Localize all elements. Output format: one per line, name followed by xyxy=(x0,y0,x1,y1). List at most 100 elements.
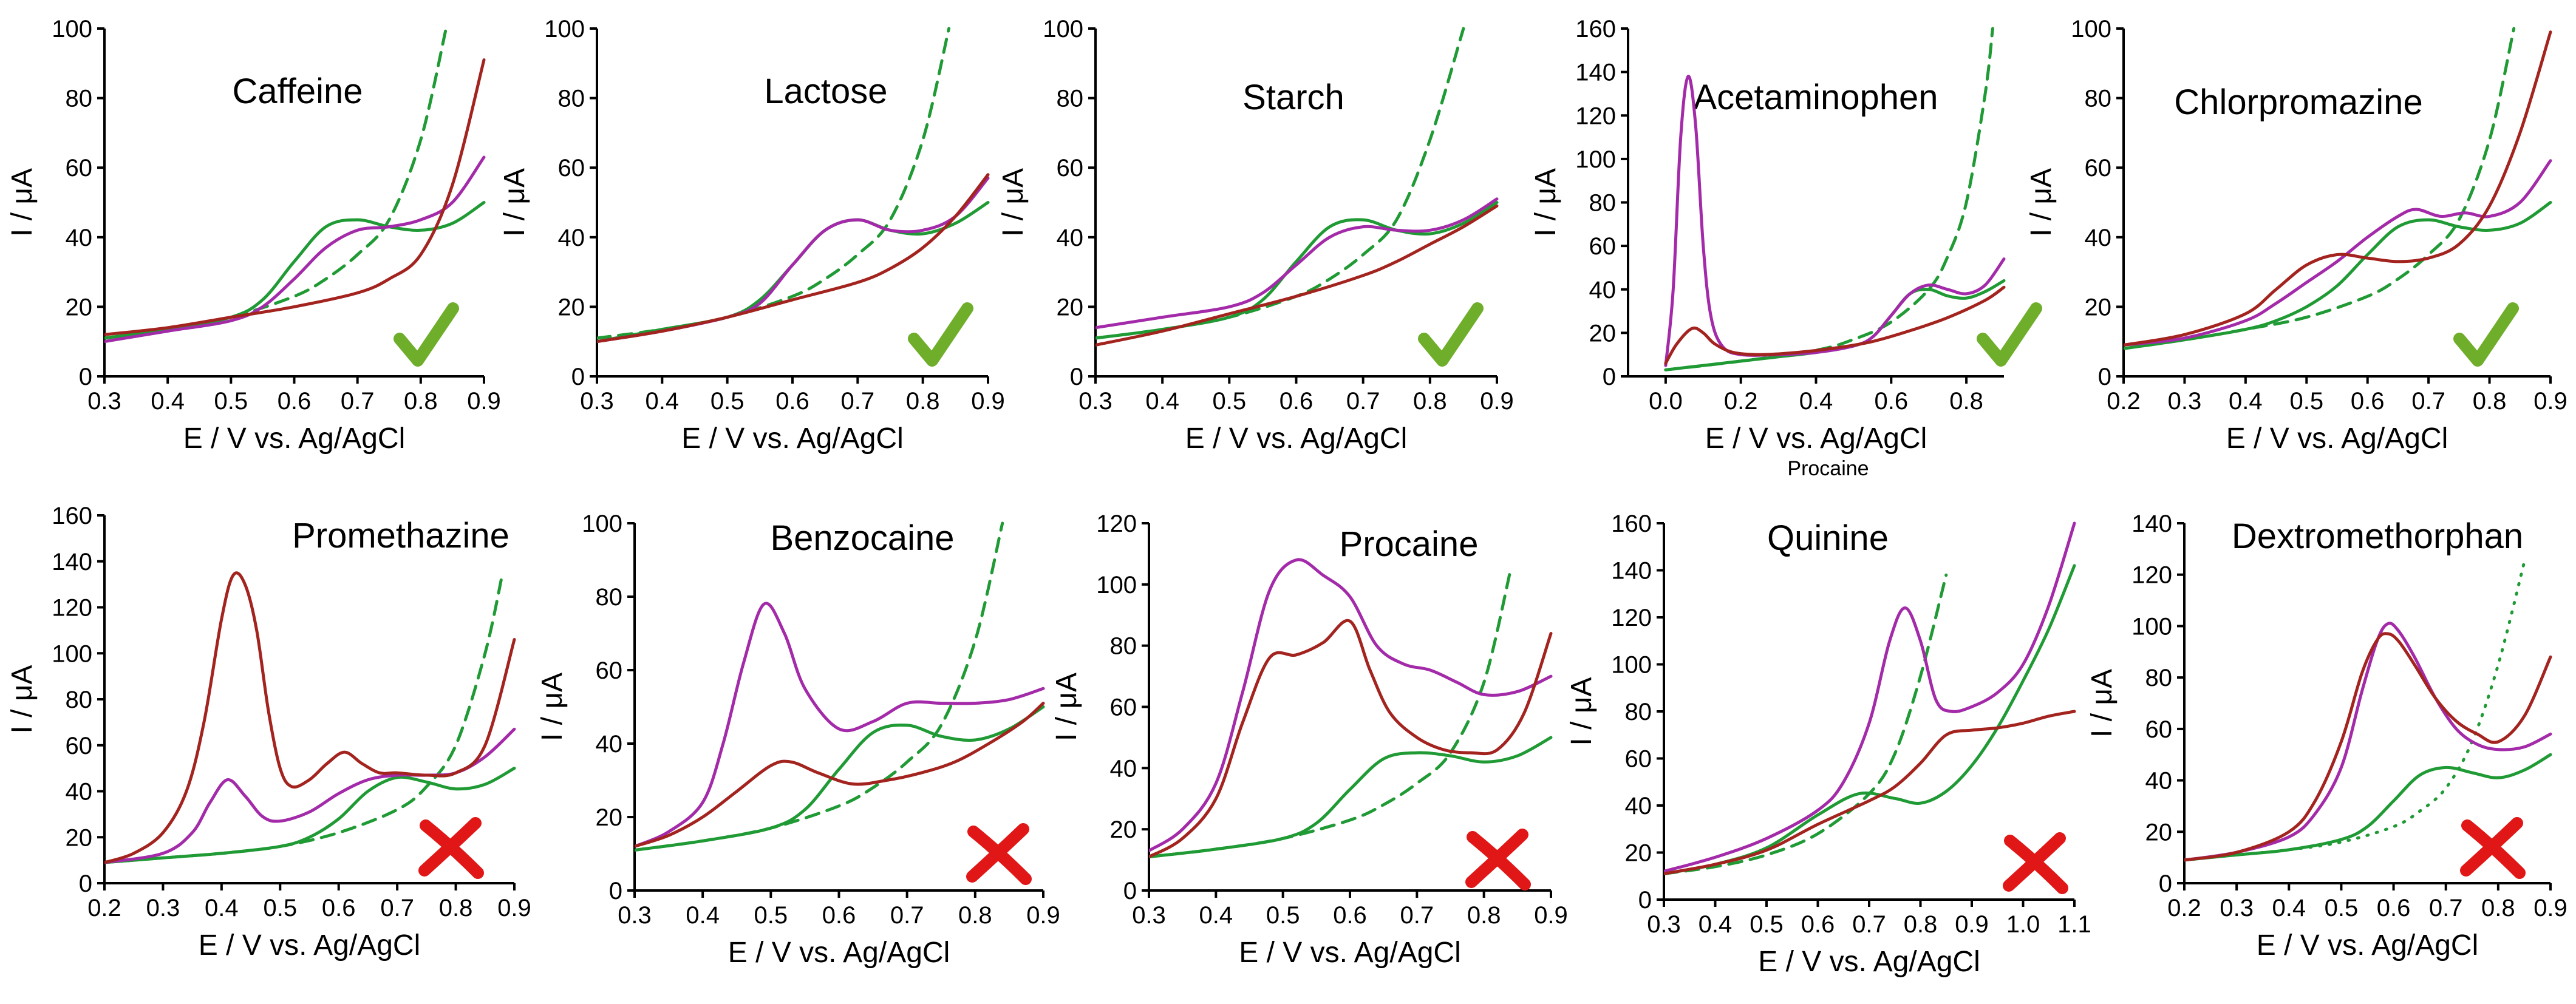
x-tick-label: 0.5 xyxy=(710,388,745,415)
y-tick-label: 160 xyxy=(1575,16,1616,42)
chart-title: Benzocaine xyxy=(770,518,954,558)
chart-dextromethorphan: 0.2 0.3 0.4 0.5 0.6 0.7 0.8 0.9 0 20 40 60 80 100 120 1… xyxy=(2086,510,2567,962)
x-tick-label: 0.8 xyxy=(1949,388,1983,415)
y-tick-label: 20 xyxy=(1110,816,1137,843)
x-tick-label: 0.7 xyxy=(1852,911,1886,938)
y-tick-label: 60 xyxy=(66,733,93,759)
series-purple xyxy=(1664,75,2006,367)
x-tick-label: 0.5 xyxy=(1750,911,1784,938)
series-red xyxy=(1095,204,1499,347)
x-tick-label: 0.5 xyxy=(214,388,248,415)
y-tick-label: 20 xyxy=(1589,320,1617,347)
x-tick-label: 0.4 xyxy=(686,902,720,929)
x-tick-label: 1.0 xyxy=(2006,911,2040,938)
series-green-dashed xyxy=(597,27,951,340)
x-tick-label: 0.4 xyxy=(205,895,239,921)
y-tick-label: 100 xyxy=(2131,613,2172,640)
y-tick-label: 100 xyxy=(1611,652,1652,679)
y-tick-label: 80 xyxy=(596,584,623,611)
x-tick-label: 0.3 xyxy=(2168,388,2202,415)
y-tick-label: 20 xyxy=(1625,840,1652,867)
y-tick-label: 60 xyxy=(1057,155,1084,181)
x-tick-label: 0.0 xyxy=(1649,388,1683,415)
x-tick-label: 0.3 xyxy=(87,388,121,415)
series-green xyxy=(597,201,990,344)
series-group xyxy=(1149,558,1553,858)
series-purple xyxy=(1149,558,1553,852)
y-tick-label: 80 xyxy=(1625,699,1652,725)
x-tick-label: 0.2 xyxy=(1724,388,1758,415)
chart-title: Promethazine xyxy=(292,516,509,555)
chart-lactose: 0.3 0.4 0.5 0.6 0.7 0.8 0.9 0 20 40 60 80 100 E / V v… xyxy=(499,16,1005,455)
series-group xyxy=(2184,560,2552,862)
x-tick-label: 0.4 xyxy=(2229,388,2263,415)
y-tick-label: 100 xyxy=(1096,572,1137,599)
series-purple xyxy=(104,155,486,344)
y-tick-label: 0 xyxy=(609,878,622,904)
series-red xyxy=(635,702,1045,848)
x-tick-label: 0.5 xyxy=(1266,902,1300,929)
x-tick-label: 0.9 xyxy=(1955,911,1989,938)
axes-frame xyxy=(1148,523,1551,892)
y-tick-label: 60 xyxy=(596,657,623,684)
x-tick-label: 0.9 xyxy=(1480,388,1514,415)
series-red xyxy=(597,173,990,344)
x-tick-label: 0.8 xyxy=(404,388,438,415)
x-tick-label: 0.8 xyxy=(958,902,992,929)
y-tick-label: 80 xyxy=(66,687,93,713)
y-tick-label: 140 xyxy=(2131,510,2172,537)
x-tick-label: 0.9 xyxy=(1026,902,1060,929)
x-tick-label: 0.2 xyxy=(87,895,121,921)
x-tick-label: 0.8 xyxy=(2473,388,2507,415)
y-tick-label: 140 xyxy=(52,549,92,575)
x-tick-label: 0.6 xyxy=(1801,911,1835,938)
x-tick-label: 0.4 xyxy=(1199,902,1233,929)
series-red xyxy=(2124,30,2552,347)
series-group xyxy=(635,521,1045,852)
y-tick-label: 120 xyxy=(1611,605,1652,631)
y-axis-label: I / μA xyxy=(6,168,38,237)
x-tick-label: 0.3 xyxy=(580,388,614,415)
x-tick-label: 1.1 xyxy=(2057,911,2091,938)
y-tick-label: 120 xyxy=(2131,562,2172,589)
check-icon xyxy=(1418,302,1484,367)
y-tick-label: 80 xyxy=(1110,633,1137,660)
y-tick-label: 120 xyxy=(52,595,92,622)
series-green xyxy=(1664,279,2006,371)
x-tick-label: 0.6 xyxy=(775,388,809,415)
x-axis-label: E / V vs. Ag/AgCl xyxy=(1185,422,1407,455)
series-red xyxy=(1149,619,1553,858)
y-tick-label: 40 xyxy=(1625,793,1652,819)
x-tick-label: 0.2 xyxy=(2107,388,2141,415)
cross-icon xyxy=(2460,817,2526,879)
x-axis-label: E / V vs. Ag/AgCl xyxy=(2257,929,2478,962)
x-tick-label: 0.9 xyxy=(467,388,501,415)
series-green-dashed xyxy=(1095,27,1465,340)
chart-caffeine: 0.3 0.4 0.5 0.6 0.7 0.8 0.9 0 20 40 60 80 100 E / V v… xyxy=(6,16,501,455)
x-tick-label: 0.9 xyxy=(971,388,1005,415)
y-axis-label: I / μA xyxy=(536,673,568,741)
y-tick-label: 80 xyxy=(2145,665,2173,691)
y-tick-label: 100 xyxy=(1575,146,1616,173)
check-icon xyxy=(1977,302,2042,367)
x-tick-label: 0.4 xyxy=(646,388,680,415)
axes-frame xyxy=(2122,29,2550,378)
y-tick-label: 80 xyxy=(66,86,93,112)
series-red xyxy=(1664,285,2006,365)
y-tick-label: 100 xyxy=(52,640,92,667)
y-axis-label: I / μA xyxy=(6,665,38,733)
x-tick-label: 0.3 xyxy=(2220,895,2254,921)
y-tick-label: 60 xyxy=(1625,746,1652,773)
y-tick-label: 60 xyxy=(1110,694,1137,721)
y-tick-label: 40 xyxy=(1057,225,1084,251)
y-tick-label: 0 xyxy=(2159,870,2172,897)
y-tick-label: 0 xyxy=(2098,364,2111,390)
x-tick-label: 0.3 xyxy=(146,895,180,921)
x-axis-label: E / V vs. Ag/AgCl xyxy=(2226,422,2448,455)
x-tick-label: 0.3 xyxy=(1132,902,1166,929)
x-tick-label: 0.9 xyxy=(2533,895,2567,921)
y-axis-label: I / μA xyxy=(1566,677,1598,745)
y-tick-label: 20 xyxy=(66,294,93,321)
check-icon xyxy=(908,302,973,367)
